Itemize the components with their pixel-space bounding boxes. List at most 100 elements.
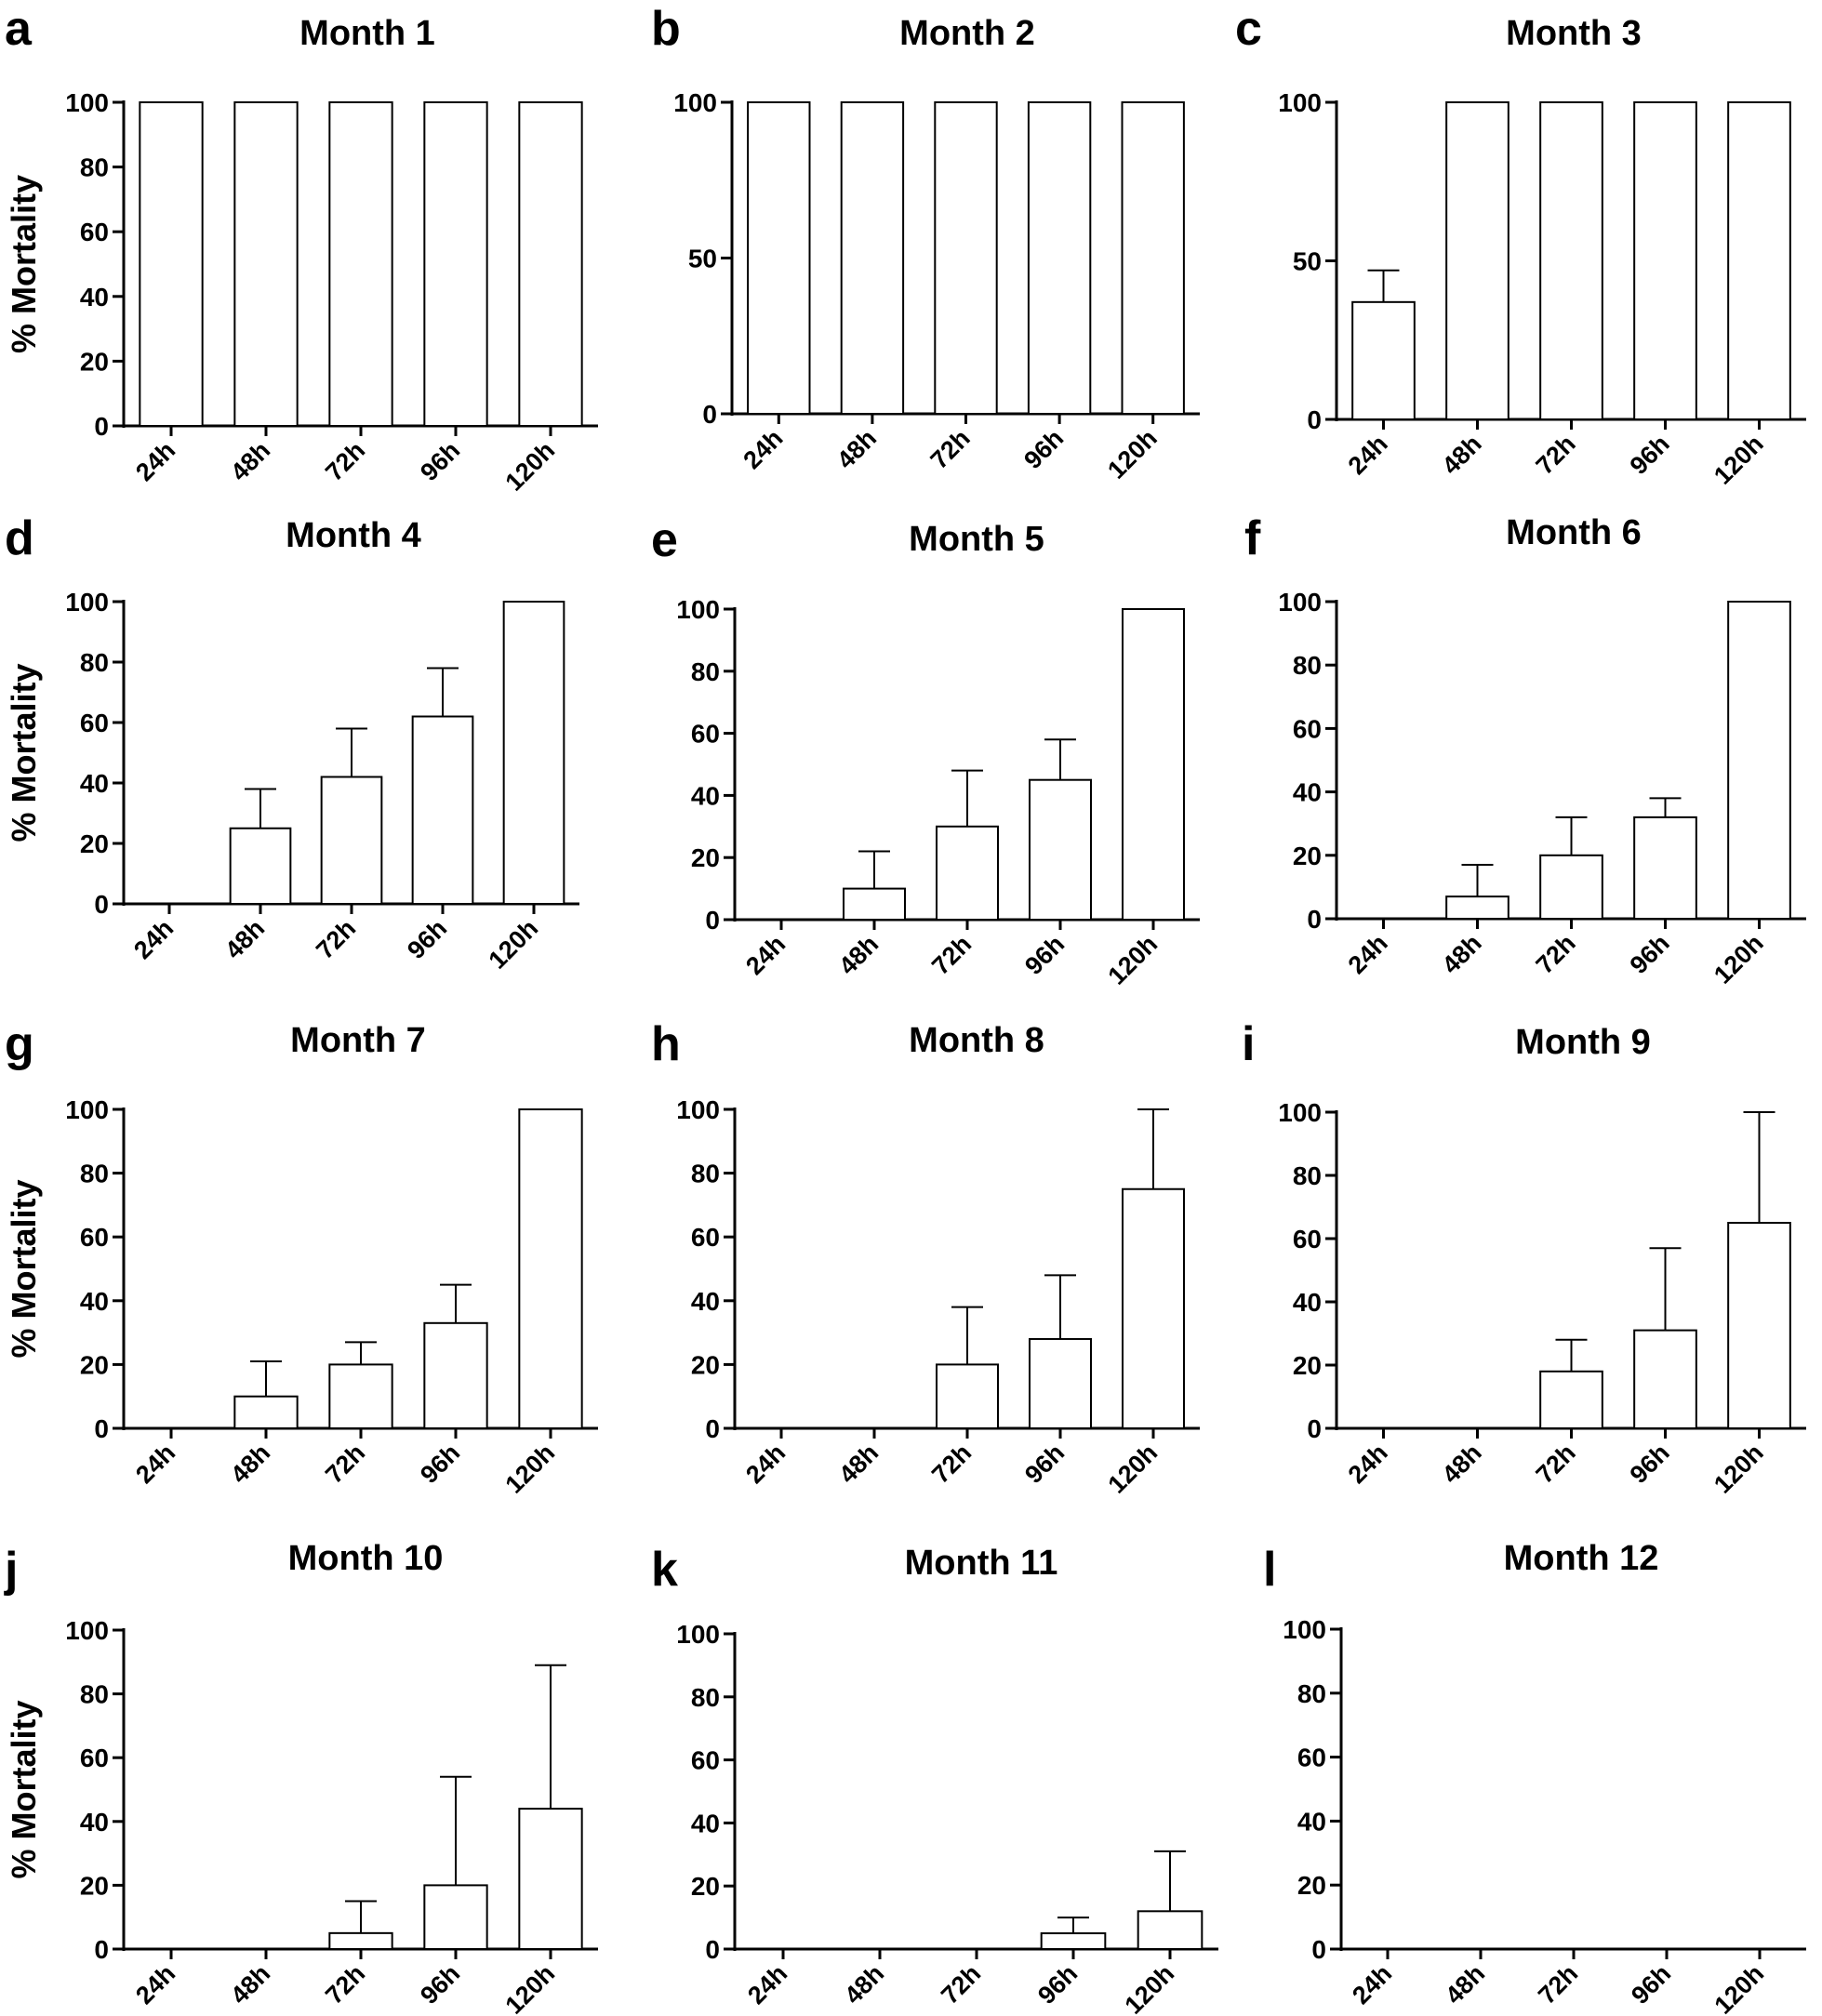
y-tick-label: 0 <box>1307 405 1322 434</box>
x-tick-label: 96h <box>415 1959 465 2009</box>
x-tick-label: 120h <box>500 436 561 497</box>
panel-letter: h <box>651 1017 681 1071</box>
bar-96h <box>1040 1932 1107 1951</box>
y-tick-label: 100 <box>65 88 109 117</box>
bar-120h <box>1727 601 1791 920</box>
y-tick-label: 50 <box>1293 247 1322 276</box>
x-tick-label: 96h <box>415 436 465 486</box>
y-tick-label: 100 <box>1278 88 1322 117</box>
x-tick-label: 72h <box>1531 1439 1581 1489</box>
panel-h: h Month 8 0 20 40 60 80 100 24h 48h 72h 96h 120h <box>651 1017 1200 1499</box>
panel-k: k Month 11 0 20 40 60 80 100 24h 48h 72h 96h 120h <box>651 1543 1218 2016</box>
bar-48h <box>840 101 905 415</box>
y-tick-label: 100 <box>1278 1098 1322 1127</box>
y-axis-label: % Mortality <box>5 175 43 353</box>
bar-72h <box>328 101 393 427</box>
bar-72h <box>1539 1370 1603 1430</box>
panel-title: Month 5 <box>909 520 1044 559</box>
x-tick-label: 120h <box>484 914 544 975</box>
bar-96h <box>411 715 474 905</box>
y-tick-label: 20 <box>80 1350 109 1379</box>
bar-120h <box>518 1108 583 1429</box>
x-tick-label: 72h <box>320 1959 370 2009</box>
x-tick-label: 96h <box>402 914 452 964</box>
bar-72h <box>320 776 383 905</box>
panel-title: Month 3 <box>1506 14 1642 53</box>
y-tick-label: 20 <box>1297 1871 1326 1900</box>
bar-96h <box>1633 1329 1697 1429</box>
y-tick-label: 60 <box>80 1223 109 1252</box>
y-tick-label: 20 <box>1293 1351 1322 1380</box>
panel-title: Month 10 <box>288 1539 444 1578</box>
bar-120h <box>518 101 583 427</box>
panel-letter: g <box>5 1017 34 1071</box>
panel-title: Month 9 <box>1515 1023 1651 1062</box>
bar-96h <box>1027 101 1092 415</box>
x-tick-label: 120h <box>1120 1959 1180 2016</box>
y-tick-label: 40 <box>1293 1288 1322 1317</box>
x-tick-label: 72h <box>926 1439 977 1489</box>
y-tick-label: 60 <box>1297 1744 1326 1772</box>
panel-j: j Month 10 % Mortality 0 20 40 60 80 100 24h 48h 72… <box>4 1539 598 2016</box>
x-tick-label: 72h <box>925 424 976 474</box>
panel-i: i Month 9 0 20 40 60 80 100 24h 48h 72h 96h 120h <box>1242 1017 1806 1499</box>
panel-letter: k <box>651 1543 678 1597</box>
panel-d: d Month 4 % Mortality 0 20 40 60 80 100 24h 48h 72h… <box>5 511 579 975</box>
y-tick-label: 80 <box>691 1683 720 1712</box>
y-tick-label: 80 <box>691 657 720 686</box>
y-tick-label: 100 <box>676 1095 720 1124</box>
x-tick-label: 120h <box>1709 430 1769 490</box>
y-tick-label: 0 <box>705 1935 720 1964</box>
bar-24h <box>747 101 811 415</box>
x-tick-label: 72h <box>320 1439 370 1489</box>
x-tick-label: 72h <box>936 1959 986 2009</box>
y-tick-label: 80 <box>80 1160 109 1188</box>
x-tick-label: 24h <box>740 1439 791 1489</box>
y-tick-label: 100 <box>65 588 109 617</box>
x-tick-label: 24h <box>1343 929 1393 979</box>
y-tick-label: 80 <box>691 1160 720 1188</box>
bar-24h <box>139 101 204 427</box>
y-axis-label: % Mortality <box>5 1179 43 1358</box>
panel-letter: i <box>1242 1017 1255 1071</box>
y-tick-label: 60 <box>691 1223 720 1252</box>
y-tick-label: 40 <box>691 1287 720 1316</box>
bar-48h <box>233 101 299 427</box>
y-tick-label: 60 <box>80 709 109 737</box>
x-tick-label: 48h <box>833 930 884 980</box>
x-tick-label: 96h <box>1019 930 1070 980</box>
y-tick-label: 0 <box>94 1935 109 1964</box>
panel-letter: b <box>651 2 681 56</box>
x-tick-label: 120h <box>1709 929 1769 989</box>
panel-letter: j <box>4 1543 18 1597</box>
panel-letter: a <box>5 2 33 56</box>
bar-120h <box>1727 1222 1791 1429</box>
y-tick-label: 40 <box>80 769 109 798</box>
x-tick-label: 24h <box>1343 430 1393 480</box>
x-tick-label: 96h <box>415 1439 465 1489</box>
x-tick-label: 48h <box>1437 929 1487 979</box>
y-tick-label: 100 <box>65 1616 109 1645</box>
panel-title: Month 1 <box>299 14 435 53</box>
panel-l: l Month 12 0 20 40 60 80 100 24h 48h 72h 96h 120h <box>1263 1539 1806 2016</box>
x-tick-label: 24h <box>738 424 788 474</box>
panel-f: f Month 6 0 20 40 60 80 100 24h 48h 72h 96h 120h <box>1244 511 1806 989</box>
y-tick-label: 100 <box>1283 1615 1326 1644</box>
panel-title: Month 4 <box>286 516 421 555</box>
x-tick-label: 48h <box>1437 1439 1487 1489</box>
x-tick-label: 96h <box>1032 1959 1083 2009</box>
x-tick-label: 96h <box>1625 929 1675 979</box>
x-tick-label: 24h <box>130 1959 180 2009</box>
x-tick-label: 96h <box>1626 1959 1676 2009</box>
y-tick-label: 20 <box>691 1872 720 1901</box>
x-tick-label: 72h <box>320 436 370 486</box>
bar-120h <box>1727 101 1791 420</box>
x-tick-label: 120h <box>1103 1439 1164 1499</box>
bar-96h <box>1633 101 1697 420</box>
bar-120h <box>1137 1910 1204 1951</box>
y-tick-label: 60 <box>691 1746 720 1775</box>
x-tick-label: 96h <box>1018 424 1069 474</box>
bar-96h <box>1633 816 1697 921</box>
x-tick-label: 120h <box>1102 424 1163 484</box>
